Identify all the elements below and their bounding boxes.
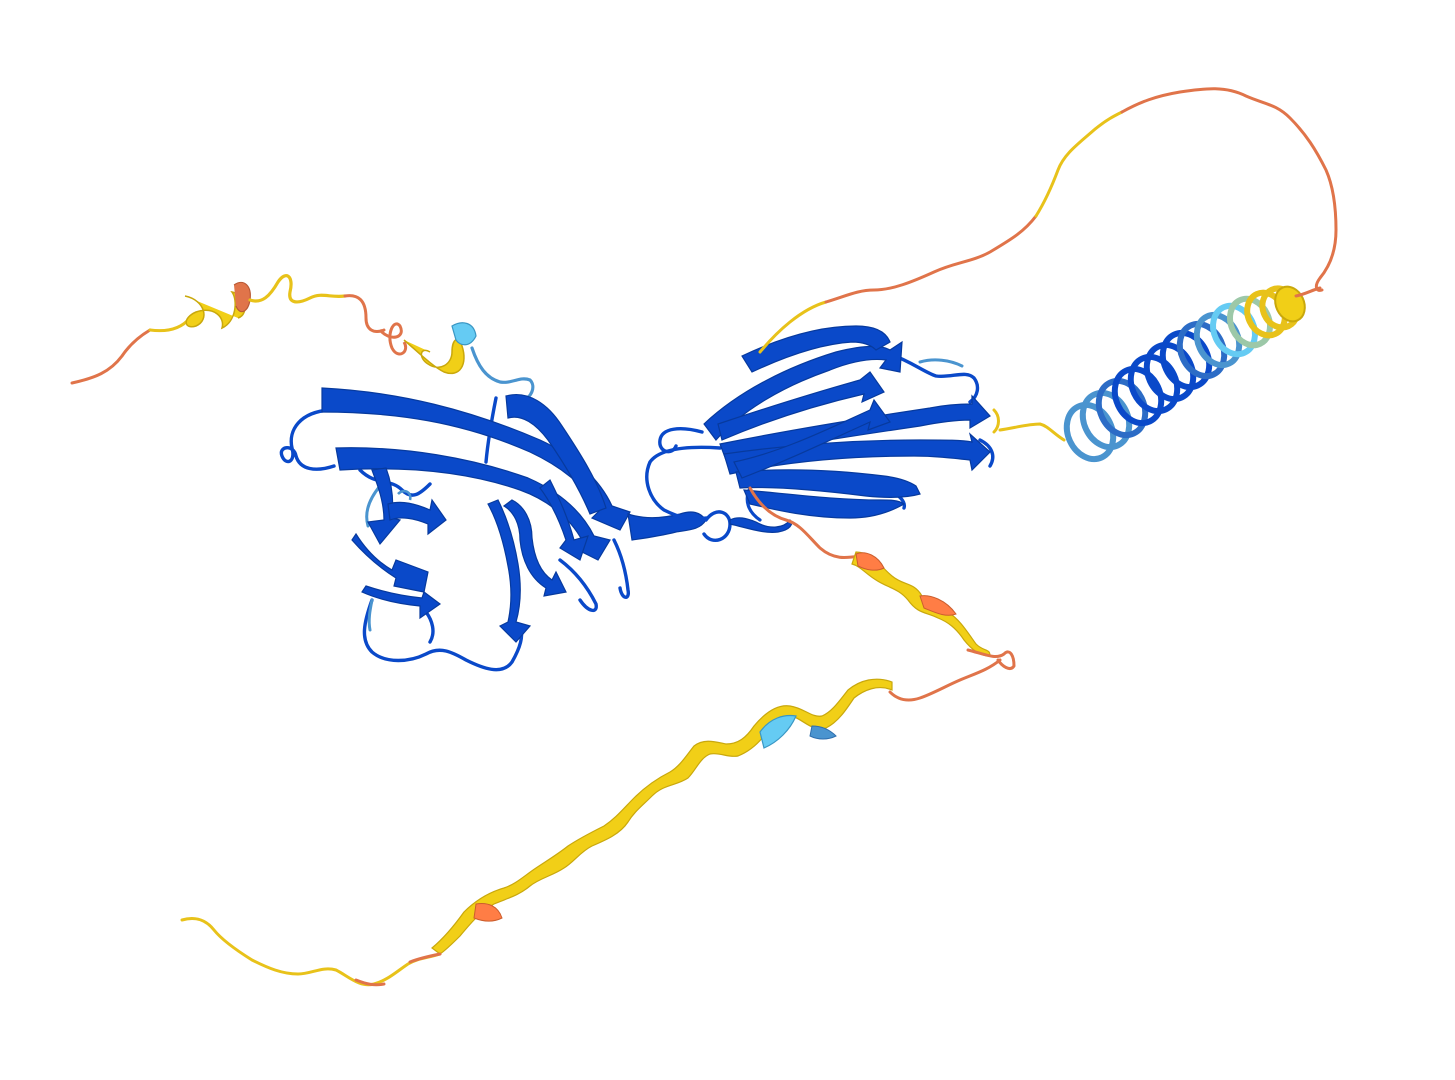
alpha-helix	[998, 285, 1322, 463]
c-terminal-tail	[180, 486, 1016, 987]
right-beta-domain	[645, 325, 1000, 521]
n-terminal-tail	[70, 274, 535, 402]
upper-right-loop	[758, 87, 1338, 354]
helix-coils	[1063, 285, 1306, 463]
left-beta-domain	[279, 387, 631, 672]
